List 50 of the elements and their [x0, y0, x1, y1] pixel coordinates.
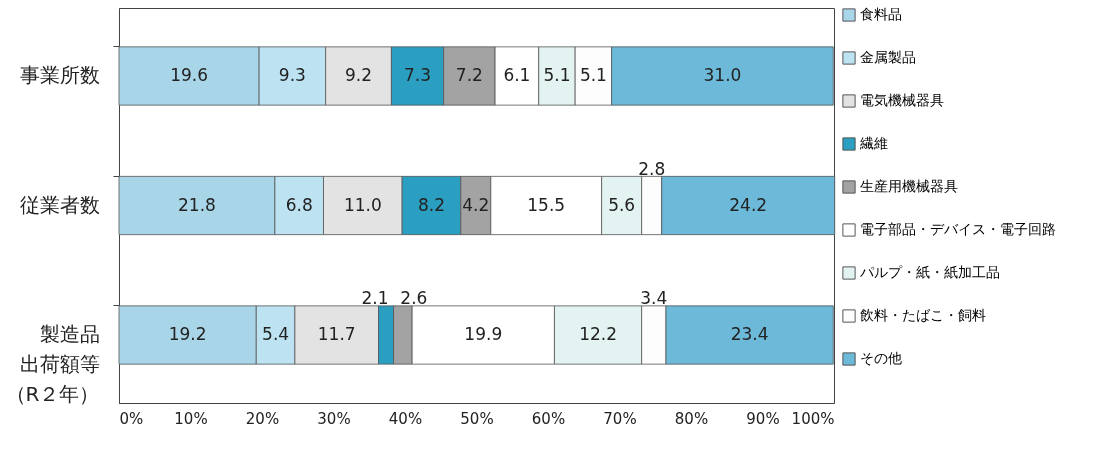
data-label: 7.2	[455, 64, 483, 85]
data-label: 2.8	[638, 158, 666, 179]
x-tick-label: 70%	[603, 409, 637, 428]
data-label: 21.8	[178, 194, 216, 215]
legend-label: パルプ・紙・紙加工品	[859, 264, 1000, 280]
data-label: 5.6	[608, 194, 636, 215]
data-label: 5.4	[262, 324, 290, 345]
data-label: 5.1	[543, 64, 571, 85]
data-label: 24.2	[729, 194, 768, 215]
data-label: 19.2	[168, 324, 207, 345]
x-tick-label: 10%	[174, 409, 208, 428]
data-label: 4.2	[462, 194, 490, 215]
data-label: 8.2	[417, 194, 445, 215]
legend-label: 食料品	[860, 6, 902, 22]
data-label: 9.2	[345, 64, 373, 85]
y-tick-label: 製造品出荷額等（R２年）	[5, 322, 100, 407]
data-label: 6.8	[285, 194, 313, 215]
data-label: 11.7	[317, 324, 356, 345]
x-tick-label: 80%	[674, 409, 709, 428]
data-label: 6.1	[503, 64, 531, 85]
x-tick-label: 100%	[791, 409, 835, 428]
x-tick-label: 20%	[245, 409, 280, 428]
x-tick-label: 50%	[460, 409, 494, 428]
data-label: 2.6	[400, 288, 428, 309]
legend-label: 電子部品・デバイス・電子回路	[860, 221, 1056, 237]
data-label: 19.6	[170, 64, 208, 85]
data-label: 11.0	[343, 194, 382, 215]
x-tick-label: 0%	[119, 409, 144, 428]
legend-label: その他	[860, 350, 902, 366]
legend-label: 金属製品	[860, 49, 916, 65]
data-label: 15.5	[527, 194, 566, 215]
data-label: 9.3	[278, 64, 306, 85]
data-label: 23.4	[730, 324, 769, 345]
data-label: 12.2	[579, 324, 617, 345]
x-tick-label: 60%	[531, 409, 566, 428]
x-tick-label: 30%	[317, 409, 351, 428]
y-tick-label: 従業者数	[19, 192, 100, 217]
data-label: 7.3	[403, 64, 432, 85]
data-label: 19.9	[464, 324, 503, 345]
data-label: 5.1	[579, 64, 607, 85]
y-tick-label: 事業所数	[19, 62, 100, 87]
legend-label: 飲料・たばこ・飼料	[860, 307, 986, 323]
x-tick-label: 40%	[388, 409, 423, 428]
legend-label: 電気機械器具	[860, 92, 944, 108]
data-label: 3.4	[640, 288, 668, 309]
legend-label: 生産用機械器具	[860, 178, 958, 194]
legend-label: 繊維	[859, 135, 888, 151]
data-label: 31.0	[703, 64, 742, 85]
x-tick-label: 90%	[746, 409, 780, 428]
data-label: 2.1	[361, 288, 389, 309]
